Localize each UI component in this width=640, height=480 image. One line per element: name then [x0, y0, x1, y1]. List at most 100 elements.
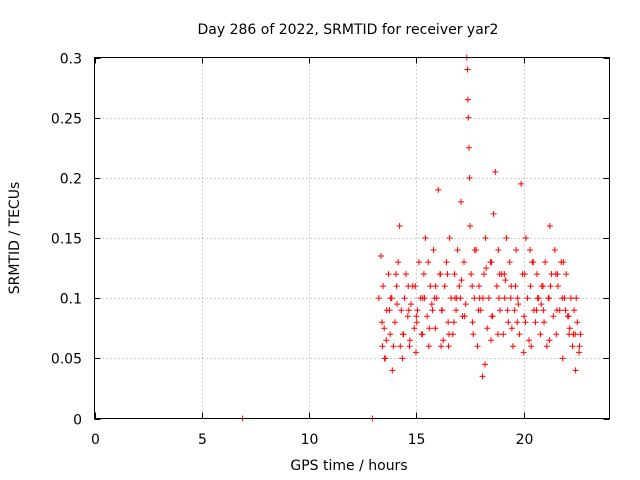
data-point [559, 355, 566, 362]
data-point [527, 247, 534, 254]
data-point [488, 337, 495, 344]
data-point [518, 180, 525, 187]
data-point [546, 337, 553, 344]
data-point [565, 313, 572, 320]
data-point [570, 331, 577, 338]
data-points [239, 54, 584, 422]
data-point [522, 319, 529, 326]
data-point [420, 271, 427, 278]
data-point [430, 247, 437, 254]
data-point [521, 271, 528, 278]
y-tick-label: 0.1 [60, 292, 82, 308]
data-point [445, 319, 452, 326]
data-point [488, 259, 495, 266]
data-point [391, 319, 398, 326]
data-point [479, 295, 486, 302]
data-point [554, 271, 561, 278]
data-point [576, 343, 583, 350]
data-point [553, 307, 560, 314]
data-point [443, 259, 450, 266]
data-point [414, 307, 421, 314]
data-point [405, 283, 412, 290]
data-point [411, 325, 418, 332]
chart-title: Day 286 of 2022, SRMTID for receiver yar… [198, 22, 499, 38]
data-point [482, 361, 489, 368]
data-point [389, 367, 396, 374]
data-point [469, 283, 476, 290]
data-point [445, 343, 452, 350]
data-point [521, 313, 528, 320]
data-point [380, 283, 387, 290]
data-point [413, 313, 420, 320]
data-point [396, 222, 403, 229]
data-point [381, 355, 388, 362]
data-point [480, 271, 487, 278]
data-point [439, 307, 446, 314]
data-point [412, 283, 419, 290]
y-tick-label: 0.15 [51, 232, 82, 248]
data-point [422, 235, 429, 241]
data-point [425, 259, 432, 266]
data-point [497, 307, 504, 314]
data-point [415, 259, 422, 266]
data-point [530, 259, 537, 266]
data-point [514, 295, 521, 302]
data-point [476, 283, 483, 290]
data-point [453, 307, 460, 314]
data-point [495, 247, 502, 254]
data-point [474, 343, 481, 350]
data-point [533, 307, 540, 314]
data-point [444, 271, 451, 278]
data-point [446, 235, 453, 241]
data-point [507, 295, 514, 302]
data-point [543, 343, 550, 350]
data-point [432, 325, 439, 332]
data-point [527, 283, 534, 290]
y-tick-label: 0.3 [60, 52, 82, 68]
data-point [454, 247, 461, 254]
data-point [431, 295, 438, 302]
data-point [574, 319, 581, 326]
data-point [528, 343, 535, 350]
data-point [532, 319, 539, 326]
plot-frame [94, 57, 610, 419]
data-point [392, 271, 399, 278]
data-point [440, 337, 447, 344]
data-point [426, 325, 433, 332]
data-point [526, 337, 533, 344]
data-point [397, 343, 404, 350]
data-point [522, 235, 529, 241]
data-point [567, 295, 574, 302]
data-point [495, 295, 502, 302]
data-point [484, 325, 491, 332]
data-point [508, 325, 515, 332]
data-point [400, 331, 407, 338]
x-tick-label: 5 [198, 432, 207, 448]
data-point [387, 331, 394, 338]
data-point [465, 114, 472, 121]
data-point [550, 313, 557, 320]
data-point [461, 259, 468, 266]
data-point [425, 343, 432, 350]
data-point [471, 247, 478, 254]
data-point [577, 331, 584, 338]
data-point [500, 331, 507, 338]
data-point [427, 283, 434, 290]
data-point [401, 295, 408, 302]
data-point [458, 277, 465, 284]
data-point [563, 271, 570, 278]
data-point [385, 271, 392, 278]
data-point [408, 301, 415, 308]
data-point [403, 271, 410, 278]
data-point [506, 259, 513, 266]
data-point [375, 295, 382, 302]
data-point [387, 295, 394, 302]
data-point [421, 295, 428, 302]
data-point [560, 259, 567, 266]
data-point [502, 277, 509, 284]
data-point [412, 349, 419, 356]
data-point [515, 301, 522, 308]
data-point [566, 325, 573, 332]
